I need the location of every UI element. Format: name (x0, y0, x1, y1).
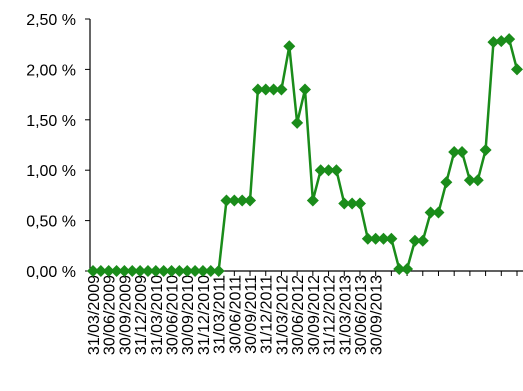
data-point-marker (487, 36, 500, 49)
data-point-marker (94, 265, 107, 277)
x-tick-labels: 31/03/200930/06/200930/09/200931/12/2009… (86, 275, 386, 355)
x-tick-label: 30/09/2009 (117, 275, 134, 355)
x-tick-label: 31/12/2011 (259, 275, 276, 354)
data-point-marker (189, 265, 202, 277)
data-point-marker (401, 262, 414, 275)
x-tick-label: 31/03/2010 (149, 275, 166, 355)
y-tick-label: 1,50 % (26, 113, 76, 130)
data-point-marker (244, 194, 257, 207)
data-point-marker (314, 164, 327, 177)
data-point-marker (377, 232, 390, 245)
y-tick-label: 0,50 % (26, 214, 76, 231)
data-point-marker (173, 265, 186, 277)
data-point-marker (338, 197, 351, 210)
x-tick-label: 30/06/2009 (102, 275, 119, 355)
data-point-marker (306, 194, 319, 207)
data-point-marker (165, 265, 178, 277)
data-point-marker (440, 176, 453, 189)
data-point-marker (181, 265, 194, 277)
data-point-marker (471, 174, 484, 187)
data-point-marker (126, 265, 139, 277)
data-point-marker (275, 83, 288, 96)
data-point-marker (330, 164, 343, 177)
y-tick-label: 2,50 % (26, 12, 76, 29)
data-point-marker (463, 174, 476, 187)
x-tick-label: 31/12/2010 (196, 275, 213, 355)
x-tick-label: 31/12/2009 (133, 275, 150, 355)
x-tick-label: 31/03/2013 (337, 275, 354, 355)
data-point-marker (283, 40, 296, 53)
data-point-marker (259, 83, 272, 96)
data-point-marker (385, 232, 398, 245)
x-tick-label: 30/06/2013 (353, 275, 370, 355)
data-point-marker (87, 265, 99, 277)
data-point-marker (228, 194, 241, 207)
data-point-marker (393, 262, 406, 275)
data-point-marker (353, 197, 366, 210)
x-tick-label: 30/09/2013 (369, 275, 386, 355)
data-point-marker (511, 63, 523, 76)
x-tick-label: 30/09/2010 (180, 275, 197, 355)
x-tick-label: 31/03/2009 (86, 275, 103, 355)
data-point-marker (456, 146, 469, 159)
y-tick-label: 0,00 % (26, 264, 76, 281)
data-point-marker (361, 232, 374, 245)
data-point-marker (346, 197, 359, 210)
data-point-marker (322, 164, 335, 177)
x-tick-label: 30/06/2012 (290, 275, 307, 355)
data-point-marker (432, 206, 445, 219)
data-point-marker (141, 265, 154, 277)
x-tick-label: 31/12/2012 (322, 275, 339, 355)
data-point-marker (118, 265, 131, 277)
data-point-marker (157, 265, 170, 277)
data-point-marker (416, 234, 429, 247)
x-tick-label: 30/09/2012 (306, 275, 323, 355)
data-point-marker (204, 265, 217, 277)
data-point-marker (408, 234, 421, 247)
data-point-marker (291, 116, 304, 129)
data-point-marker (424, 206, 437, 219)
data-point-marker (299, 83, 311, 96)
y-tick-labels: 0,00 % 0,50 % 1,00 % 1,50 % 2,00 % 2,50 % (26, 12, 76, 281)
series-group (87, 33, 523, 277)
data-point-marker (236, 194, 249, 207)
data-point-marker (196, 265, 209, 277)
y-tick-label: 2,00 % (26, 62, 76, 79)
data-point-marker (251, 83, 264, 96)
data-point-marker (369, 232, 382, 245)
x-tick-label: 30/06/2011 (227, 275, 244, 354)
data-point-marker (448, 146, 461, 159)
x-tick-label: 31/03/2011 (212, 275, 229, 354)
data-point-marker (220, 194, 233, 207)
data-point-marker (267, 83, 280, 96)
data-point-marker (479, 144, 492, 157)
data-point-marker (212, 265, 225, 277)
x-tick-label: 30/09/2011 (243, 275, 260, 354)
data-point-marker (503, 33, 516, 46)
y-tick-label: 1,00 % (26, 163, 76, 180)
data-point-marker (110, 265, 123, 277)
data-point-marker (102, 265, 115, 277)
x-tick-label: 31/03/2012 (274, 275, 291, 355)
chart-axes (85, 18, 523, 276)
x-tick-label: 30/06/2010 (165, 275, 182, 355)
data-point-marker (134, 265, 147, 277)
data-point-marker (149, 265, 162, 277)
